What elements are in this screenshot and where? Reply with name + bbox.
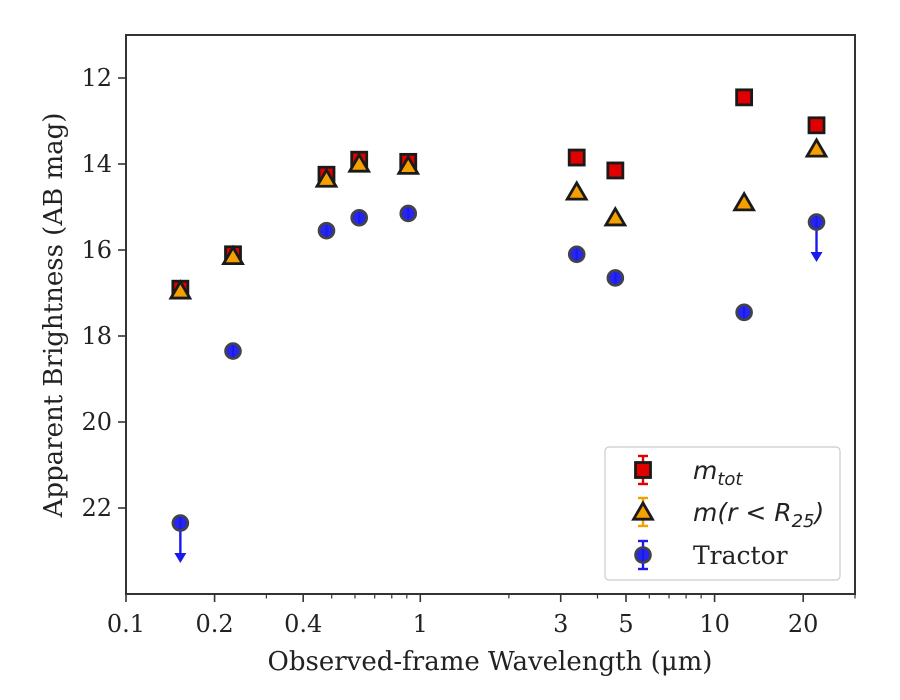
series-circle [171,204,826,564]
data-point [567,245,586,264]
data-point [396,154,421,175]
y-tick-label: 20 [81,408,112,436]
legend-label: Tractor [693,541,788,570]
x-tick-label: 20 [788,610,819,638]
x-axis-title: Observed-frame Wavelength (μm) [268,647,713,677]
upper-limit-arrow [174,553,187,564]
plot-frame [125,34,856,595]
ticks-layer: 0.1 0.2 0.4 1 3 5 10 20 12 14 16 18 20 22 [81,64,856,638]
data-point [606,269,625,287]
data-point [350,208,368,227]
data-point [399,204,418,223]
x-tick-label: 3 [553,610,568,638]
data-point [567,148,586,167]
legend-marker [634,461,652,479]
data-point [221,244,245,266]
data-point [171,514,190,532]
marks-layer [168,88,829,564]
y-axis-title: Apparent Brightness (AB mag) [39,113,69,519]
data-point [807,213,826,231]
legend-box [604,446,841,581]
data-point [564,180,589,201]
data-point [314,167,339,188]
data-point [804,137,829,158]
data-point [317,221,336,240]
data-point [807,116,826,135]
y-tick-label: 16 [81,236,112,264]
legend-marker [631,500,655,521]
y-tick-label: 14 [81,150,112,178]
data-point [732,190,757,212]
legend-label: m(r < R25) [693,498,824,532]
upper-limit-arrow [810,252,823,263]
y-tick-label: 18 [81,322,112,350]
y-tick-label: 12 [81,64,112,92]
series-square [171,88,826,298]
x-tick-label: 0.1 [107,610,145,638]
data-point [603,205,628,227]
x-tick-label: 0.2 [196,610,234,638]
data-point [735,88,754,107]
legend-marker [634,546,652,564]
data-point [347,152,372,173]
x-tick-label: 0.4 [284,610,322,638]
x-tick-label: 1 [413,610,428,638]
series-triangle [168,137,829,300]
y-tick-label: 22 [81,494,112,522]
data-point [606,161,625,180]
x-tick-label: 10 [699,610,730,638]
data-point [735,303,753,322]
data-point [168,279,193,300]
data-point [224,342,242,360]
x-tick-label: 5 [618,610,633,638]
